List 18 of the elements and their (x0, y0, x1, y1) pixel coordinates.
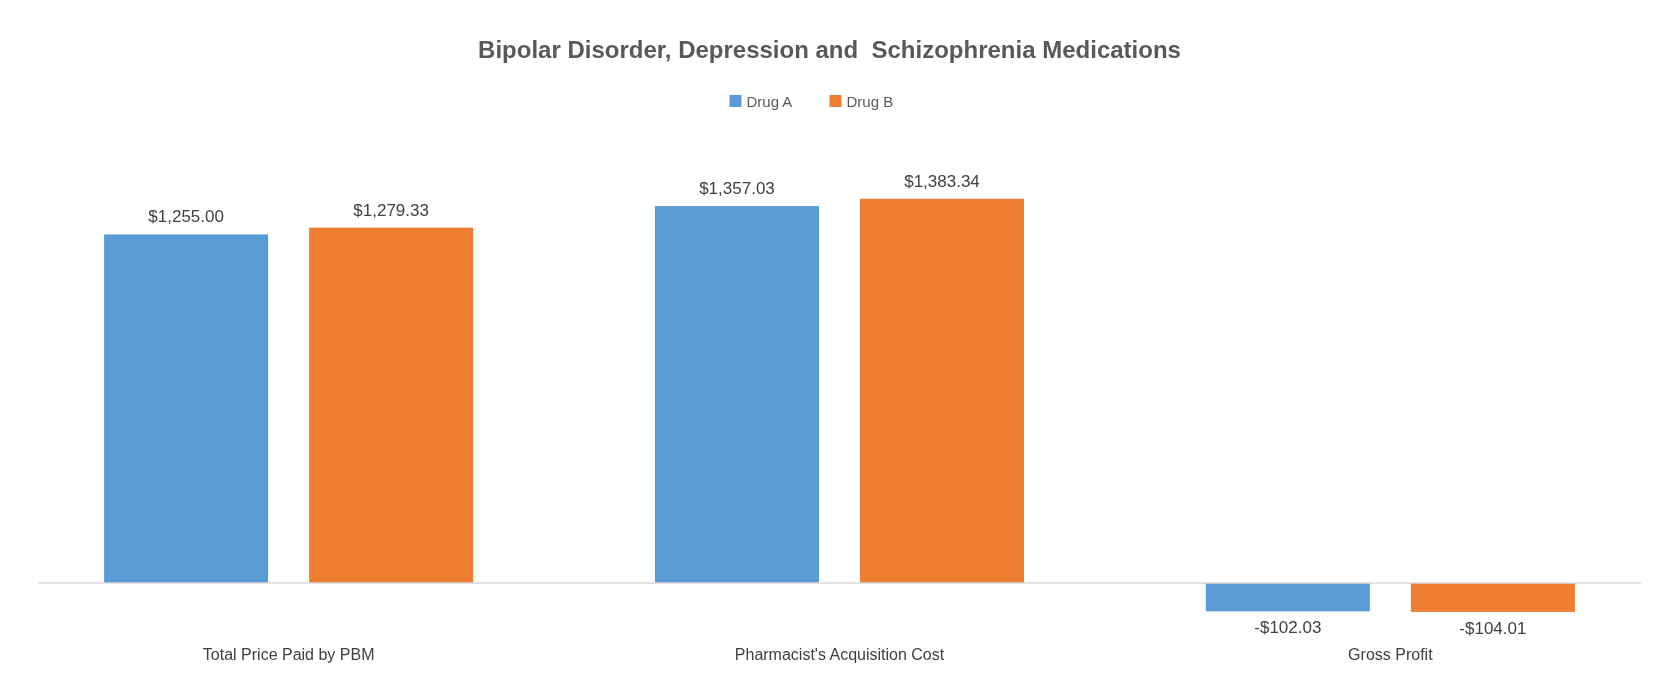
bar (1410, 583, 1575, 612)
legend-label: Drug A (746, 93, 793, 110)
bar (309, 227, 474, 583)
data-label: $1,255.00 (148, 207, 224, 227)
bar (860, 198, 1025, 583)
bar (104, 234, 269, 583)
data-label: -$104.01 (1459, 618, 1527, 638)
chart-title: Bipolar Disorder, Depression and Schizophrenia Medications (478, 36, 1181, 63)
bar (654, 206, 819, 583)
data-label: $1,279.33 (353, 200, 429, 220)
x-tick-label: Pharmacist's Acquisition Cost (734, 645, 945, 663)
bar (1205, 583, 1370, 612)
legend-label: Drug B (846, 93, 894, 110)
data-label: -$102.03 (1254, 618, 1322, 638)
data-label: $1,383.34 (904, 171, 980, 191)
data-label: $1,357.03 (699, 179, 775, 199)
x-tick-label: Gross Profit (1348, 645, 1434, 663)
x-tick-label: Total Price Paid by PBM (202, 645, 375, 663)
